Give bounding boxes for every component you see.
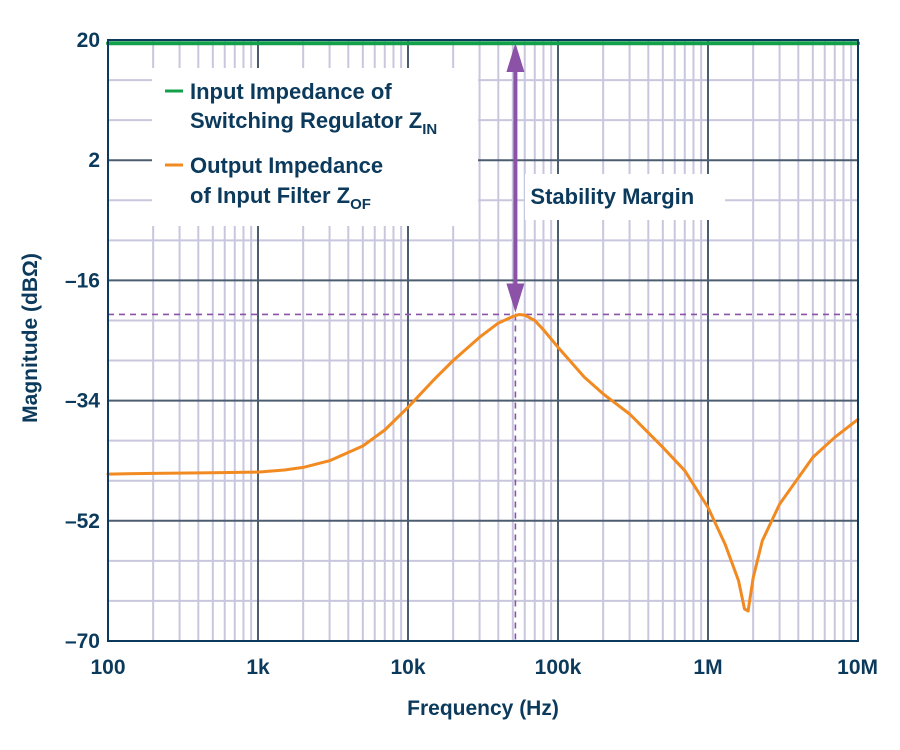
x-tick-label: 10M: [837, 656, 878, 679]
x-tick-labels: 100 1k 10k 100k 1M 10M: [90, 656, 878, 679]
x-tick-label: 1k: [246, 656, 270, 679]
stability-margin-arrowhead-bottom: [506, 283, 524, 312]
y-axis-title: Magnitude (dBΩ): [19, 253, 42, 423]
x-tick-label: 10k: [390, 656, 425, 679]
x-tick-label: 1M: [693, 656, 722, 679]
stability-margin-label: Stability Margin: [530, 184, 694, 209]
legend-label-input-impedance: Input Impedance of: [190, 79, 392, 104]
y-tick-label: –52: [65, 510, 100, 533]
y-tick-label: –16: [65, 269, 100, 292]
y-tick-label: –34: [65, 390, 100, 413]
stability-margin-arrowhead-top: [506, 43, 524, 72]
legend-label-output-impedance: Output Impedance: [190, 153, 383, 178]
x-axis-title: Frequency (Hz): [407, 697, 559, 720]
y-tick-label: –70: [65, 630, 100, 653]
y-tick-label: 2: [88, 149, 100, 172]
y-tick-labels: 20 2 –16 –34 –52 –70: [65, 29, 100, 653]
stability-reference-lines: [108, 314, 858, 641]
x-tick-label: 100k: [535, 656, 582, 679]
series-output-impedance-line: [108, 315, 858, 612]
y-tick-label: 20: [77, 29, 100, 52]
x-tick-label: 100: [90, 656, 125, 679]
